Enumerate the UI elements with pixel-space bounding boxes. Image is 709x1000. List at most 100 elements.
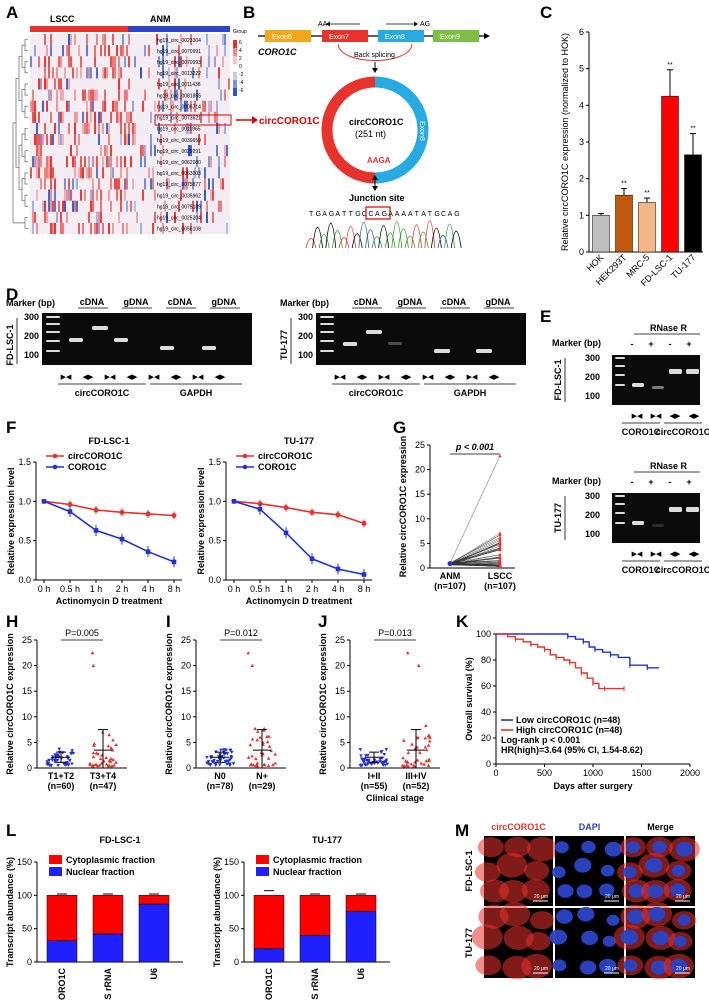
hij-y-tick-label: 0 (186, 763, 191, 773)
f-y-tick-label: 0.5 (18, 536, 31, 546)
m-cytoplasm (496, 852, 528, 878)
hij-point (109, 746, 113, 750)
color-scale-tick: 4 (239, 48, 242, 54)
f-y-tick-label: 1.0 (208, 496, 221, 506)
f-xlabel: Actinomycin D treatment (56, 596, 163, 606)
heatmap-cell (50, 200, 52, 212)
panel-a-heatmap: LSCC ANM Group hg19_circ_0023304hg19_cir… (12, 14, 320, 235)
heatmap-cell (212, 211, 214, 223)
heatmap-cell (48, 189, 50, 201)
heatmap-cell (116, 189, 118, 201)
m-nucleus (648, 906, 666, 922)
heatmap-cell (100, 200, 102, 212)
e-primer-icon: ▶◀ (651, 551, 662, 558)
d-primer-icon: ◀▶ (357, 374, 368, 381)
heatmap-cell (82, 111, 84, 123)
heatmap-cell (78, 167, 80, 179)
hij-point (415, 758, 420, 762)
heatmap-cell (60, 134, 62, 146)
heatmap-cell (80, 67, 82, 79)
heatmap-cell (212, 178, 214, 190)
hij-point (362, 762, 367, 766)
e-primer-icon: ◀▶ (689, 413, 700, 420)
row-label: hg19_circ_0006714 (157, 104, 201, 110)
panel-label-a: A (6, 3, 18, 22)
chromatogram-peak (411, 224, 422, 249)
color-scale-tick: 6 (239, 40, 242, 46)
d-lane-label: cDNA (80, 297, 105, 307)
gel-band (615, 512, 625, 514)
heatmap-cell (70, 34, 72, 46)
hij-point (66, 762, 70, 766)
hij-point (427, 757, 431, 761)
anm-group-label: ANM (150, 14, 171, 24)
heatmap-cell (114, 67, 116, 79)
heatmap-cell (134, 122, 136, 135)
heatmap-cell (128, 56, 130, 68)
heatmap-cell (196, 200, 198, 212)
heatmap-cell (204, 167, 206, 179)
g-point-lscc (498, 555, 502, 559)
heatmap-cell (110, 167, 112, 179)
m-nucleus (620, 929, 639, 945)
heatmap-cell (96, 189, 98, 201)
heatmap-cell (196, 211, 198, 223)
heatmap-cell (100, 111, 102, 123)
panel-g-paired-plot: 0 5 10 15 20 25 Relative circCORO1C expression… (398, 436, 516, 591)
hij-point (273, 752, 278, 756)
hij-point (217, 763, 222, 767)
chromatogram-peak (318, 234, 330, 249)
f-x-tick-label: 8 h (358, 584, 371, 594)
f-title: FD-LSC-1 (89, 436, 130, 446)
heatmap-cell (178, 78, 180, 90)
hij-point (107, 763, 112, 768)
e-marker-title: Marker (bp) (552, 338, 601, 348)
heatmap-cell (196, 89, 198, 101)
heatmap-cell (44, 78, 46, 90)
heatmap-cell (86, 34, 88, 46)
heatmap-cell (154, 211, 156, 223)
hij-point (69, 752, 74, 756)
m-row-label: TU-177 (464, 928, 474, 958)
d-primer-icon: ◀▶ (127, 374, 138, 381)
heatmap-cell (158, 78, 160, 90)
f-series-line (43, 500, 175, 517)
k-y-tick-label: 0 (486, 759, 491, 769)
heatmap-cell (48, 89, 50, 101)
heatmap-cell (66, 211, 68, 223)
l-y-tick-label: 100 (224, 890, 239, 900)
g-pair-line (449, 560, 501, 564)
f-legend-label: CORO1C (68, 462, 107, 472)
f-point (361, 520, 367, 526)
heatmap-cell (168, 78, 170, 90)
m-nucleus (650, 960, 668, 975)
heatmap-cell (64, 178, 66, 190)
d-group-label: circCORO1C (349, 388, 404, 398)
e-bp-label: 100 (585, 391, 600, 401)
heatmap-cell (90, 111, 92, 123)
hij-point (46, 762, 51, 766)
heatmap-cell (144, 156, 146, 168)
heatmap-cell (32, 156, 34, 168)
heatmap-cell (144, 45, 146, 57)
heatmap-cell (46, 78, 48, 90)
heatmap-cell (218, 156, 220, 168)
hij-point (91, 663, 96, 667)
l-y-tick-label: 0 (234, 957, 239, 967)
hij-point (265, 740, 270, 744)
m-column-label: Merge (647, 822, 674, 832)
heatmap-cell (156, 34, 158, 46)
l-y-tick-label: 50 (22, 924, 32, 934)
f-point (119, 536, 125, 542)
row-label: hg19_circ_0073621 (157, 116, 201, 122)
sequence-base: G (316, 211, 321, 218)
heatmap-cell (62, 200, 64, 212)
hij-n-label: (n=78) (207, 781, 234, 791)
heatmap-cell (170, 111, 172, 123)
heatmap-cell (180, 89, 182, 101)
heatmap-cell (108, 189, 110, 201)
dendrogram-branch (21, 178, 25, 202)
c-y-tick-label: 2 (579, 174, 584, 184)
heatmap-cell (44, 34, 46, 46)
